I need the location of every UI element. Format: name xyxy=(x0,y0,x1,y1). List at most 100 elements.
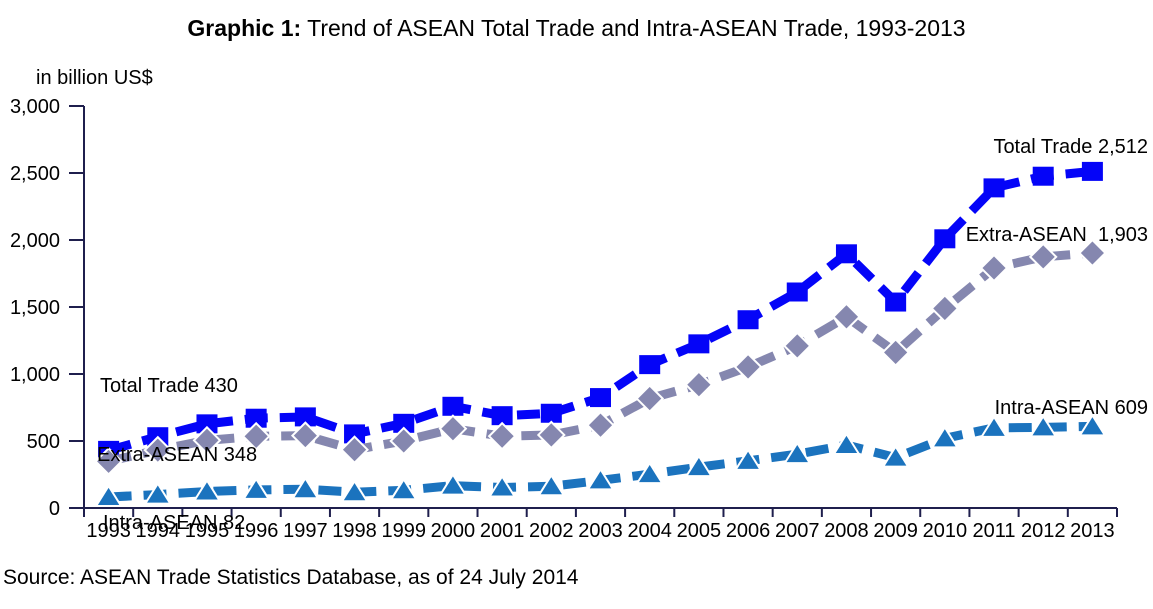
x-axis-tick-label: 2004 xyxy=(627,520,672,542)
intra-asean-end-label: Intra-ASEAN 609 xyxy=(994,397,1148,419)
series-total-trade-marker-square xyxy=(1081,161,1103,181)
x-axis-tick-label: 1996 xyxy=(234,520,279,542)
intra-asean-start-label: Intra-ASEAN 82 xyxy=(103,512,246,534)
x-axis-tick-label: 2011 xyxy=(973,520,1016,542)
y-axis-tick-label: 1,500 xyxy=(10,297,60,319)
x-axis-tick-label: 2007 xyxy=(775,520,820,542)
x-axis-tick-label: 1993 xyxy=(86,520,131,542)
series-total-trade-marker-square xyxy=(540,403,562,423)
series-extra-asean-marker-diamond xyxy=(438,414,468,444)
x-axis-tick-label: 2001 xyxy=(480,520,525,542)
series-extra-asean-marker-diamond xyxy=(290,421,320,451)
series-intra-asean-marker-triangle xyxy=(979,414,1009,438)
series-intra-asean-marker-triangle xyxy=(832,432,861,456)
series-intra-asean-marker-triangle xyxy=(438,472,468,496)
y-axis-tick-label: 1,000 xyxy=(10,364,60,386)
series-intra-asean-marker-triangle xyxy=(291,476,320,500)
series-intra-asean-marker-triangle xyxy=(143,481,173,505)
series-extra-asean-marker-diamond xyxy=(340,435,369,465)
series-start-value-labels: Total Trade 430 Extra-ASEAN 348 Intra-AS… xyxy=(97,330,257,580)
series-extra-asean-marker-diamond xyxy=(536,420,566,450)
series-total-trade-marker-square xyxy=(245,408,267,428)
total-trade-start-label: Total Trade 430 xyxy=(100,375,238,397)
series-total-trade-marker-square xyxy=(294,407,316,427)
x-axis-tick-label: 2000 xyxy=(431,520,476,542)
x-axis-tick-label: 2013 xyxy=(1070,520,1115,542)
x-axis-tick-label: 1998 xyxy=(332,520,377,542)
series-extra-asean-marker-diamond xyxy=(192,425,222,455)
series-extra-asean-marker-diamond xyxy=(733,352,763,382)
x-axis-tick-label: 2010 xyxy=(923,520,968,542)
series-intra-asean-marker-triangle xyxy=(930,425,960,449)
series-extra-asean-marker-diamond xyxy=(143,435,173,465)
series-intra-asean-marker-triangle xyxy=(389,477,419,501)
series-total-trade-marker-square xyxy=(737,310,759,330)
series-extra-asean-marker-diamond xyxy=(930,294,960,323)
series-intra-asean-marker-triangle xyxy=(192,478,222,502)
series-extra-asean-marker-diamond xyxy=(979,253,1009,283)
series-total-trade-marker-square xyxy=(590,388,611,408)
series-total-trade-marker-square xyxy=(393,413,415,433)
x-axis-tick-label: 2002 xyxy=(529,520,574,542)
series-intra-asean-marker-triangle xyxy=(684,454,714,478)
series-intra-asean-marker-triangle xyxy=(782,441,812,465)
series-total-trade-marker-square xyxy=(196,414,218,434)
extra-asean-start-label: Extra-ASEAN 348 xyxy=(97,443,258,466)
series-intra-asean-marker-triangle xyxy=(1028,414,1058,438)
x-axis-tick-label: 1994 xyxy=(136,520,181,542)
x-axis-tick-label: 2009 xyxy=(873,520,918,542)
page-title-prefix: Graphic 1: xyxy=(187,15,302,41)
series-total-trade-marker-square xyxy=(344,424,366,444)
series-total-trade-marker-square xyxy=(1032,166,1054,186)
series-total-trade-marker-square xyxy=(983,178,1005,198)
y-axis-tick-label: 500 xyxy=(27,431,60,453)
x-axis-tick-label: 1999 xyxy=(381,520,426,542)
series-intra-asean-marker-triangle xyxy=(881,444,910,468)
series-intra-asean-marker-triangle xyxy=(340,479,369,503)
series-intra-asean-marker-triangle xyxy=(733,447,763,471)
source-note: Source: ASEAN Trade Statistics Database,… xyxy=(3,566,579,589)
y-axis-tick-label: 0 xyxy=(49,498,60,520)
series-total-trade-marker-square xyxy=(885,292,907,312)
series-total-trade-marker-square xyxy=(491,406,513,426)
series-total-trade-marker-square xyxy=(442,396,464,416)
series-extra-asean-marker-diamond xyxy=(881,338,911,367)
series-intra-asean-marker-triangle xyxy=(241,477,271,500)
series-total-trade-marker-square xyxy=(639,355,661,375)
series-total-trade-marker-square xyxy=(934,229,956,249)
x-axis-tick-label: 2003 xyxy=(578,520,623,542)
page-title: Graphic 1: Trend of ASEAN Total Trade an… xyxy=(0,15,1153,42)
x-axis-tick-label: 2008 xyxy=(824,520,869,542)
x-axis-tick-label: 1995 xyxy=(185,520,230,542)
y-axis-tick-label: 2,000 xyxy=(10,230,60,252)
x-axis-tick-label: 2005 xyxy=(677,520,722,542)
series-total-trade-marker-square xyxy=(688,334,710,354)
series-extra-asean-marker-diamond xyxy=(94,446,124,476)
x-axis-tick-label: 2012 xyxy=(1021,520,1066,542)
series-extra-asean-marker-diamond xyxy=(635,384,665,413)
series-extra-asean-marker-diamond xyxy=(487,421,517,451)
y-axis-tick-label: 3,000 xyxy=(10,96,60,118)
x-axis-tick-label: 2006 xyxy=(726,520,771,542)
series-extra-asean-marker-diamond xyxy=(832,302,861,332)
series-extra-asean-marker-diamond xyxy=(684,370,714,400)
series-total-trade-marker-square xyxy=(786,282,808,302)
series-intra-asean-marker-triangle xyxy=(586,467,615,491)
series-extra-asean-marker-diamond xyxy=(1077,238,1107,268)
series-extra-asean-marker-diamond xyxy=(782,331,812,361)
y-axis-tick-label: 2,500 xyxy=(10,163,60,185)
page-title-rest: Trend of ASEAN Total Trade and Intra-ASE… xyxy=(301,15,966,41)
total-trade-end-label: Total Trade 2,512 xyxy=(993,136,1148,158)
series-total-trade-marker-square xyxy=(835,244,857,264)
series-extra-asean-marker-diamond xyxy=(241,421,271,451)
series-intra-asean-marker-triangle xyxy=(487,474,517,498)
extra-asean-end-label: Extra-ASEAN 1,903 xyxy=(965,224,1148,246)
series-intra-asean-marker-triangle xyxy=(1078,413,1107,437)
y-axis-unit-label: in billion US$ xyxy=(36,67,153,89)
series-intra-asean-marker-triangle xyxy=(635,461,664,485)
series-intra-asean-marker-triangle xyxy=(94,484,123,508)
series-intra-asean-marker-triangle xyxy=(537,473,566,497)
series-extra-asean-marker-diamond xyxy=(586,410,615,440)
series-extra-asean-marker-diamond xyxy=(1028,242,1058,272)
